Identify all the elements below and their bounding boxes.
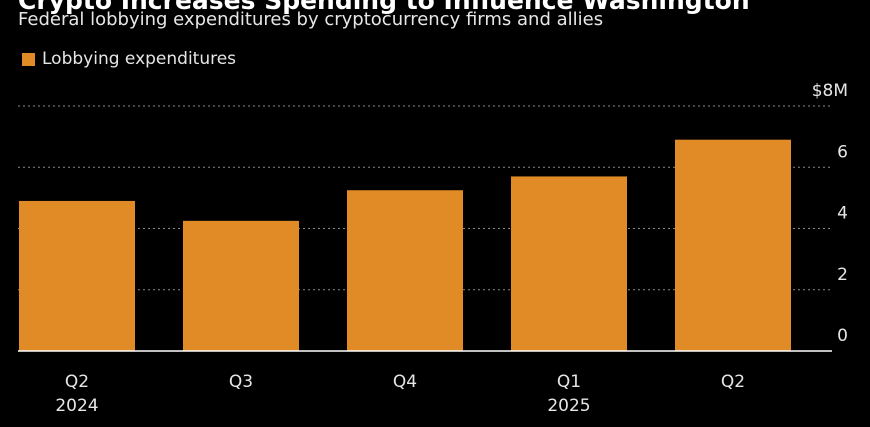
x-tick-label: Q1	[557, 372, 581, 392]
chart-title: Crypto Increases Spending to Influence W…	[18, 0, 750, 15]
x-tick-label: Q2	[721, 372, 745, 392]
y-tick-label: 2	[837, 265, 848, 285]
x-tick-label: Q4	[393, 372, 417, 392]
bar	[19, 200, 135, 351]
x-tick-label: Q2	[65, 372, 89, 392]
legend-swatch	[22, 52, 35, 66]
bar	[183, 220, 299, 351]
x-tick-label: Q3	[229, 372, 253, 392]
bar	[511, 176, 627, 351]
x-year-label: 2024	[55, 396, 98, 416]
bar	[675, 139, 791, 351]
y-tick-label: 0	[837, 326, 848, 346]
x-year-label: 2025	[547, 396, 590, 416]
bar	[347, 190, 463, 351]
chart-subtitle: Federal lobbying expenditures by cryptoc…	[18, 9, 604, 30]
y-tick-label: 6	[837, 142, 848, 162]
y-tick-label: 4	[837, 204, 848, 224]
legend: Lobbying expenditures	[22, 49, 236, 69]
legend-label: Lobbying expenditures	[42, 49, 237, 69]
y-tick-label: $8M	[812, 81, 848, 101]
